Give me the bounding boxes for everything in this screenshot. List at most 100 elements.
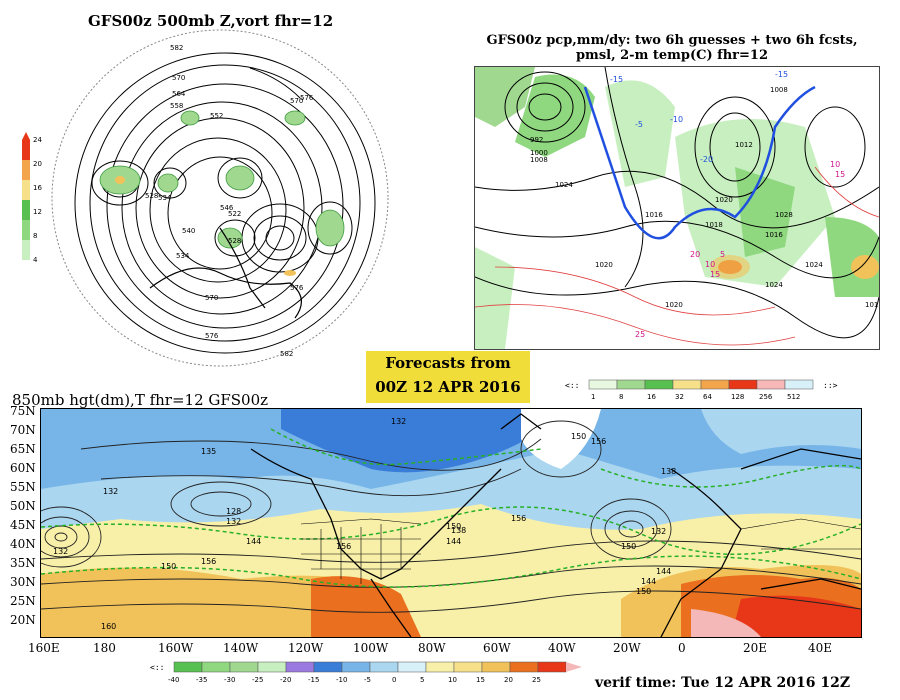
temp-label: -20	[700, 155, 713, 164]
contour-label: 540	[182, 227, 195, 235]
top-left-title: GFS00z 500mb Z,vort fhr=12	[88, 12, 334, 30]
contour-label: 570	[290, 97, 303, 105]
pressure-label: 1020	[595, 261, 613, 269]
vort-scale-svg: 24 20 16 12 8 4	[22, 132, 42, 264]
pressure-label: 992	[530, 136, 543, 144]
vort-scale-labels: 24 20 16 12 8 4	[33, 136, 42, 264]
contour-label: 528	[228, 237, 241, 245]
vort-scale-label: 12	[33, 208, 42, 216]
hgt850-label: 132	[651, 527, 666, 536]
latitude-label: 75N	[10, 404, 36, 418]
precip-pmsl-map: 1024 1016 1020 1012 1008 1000 992 1024 1020 1016 1…	[474, 66, 880, 350]
band-hottest-east	[731, 595, 861, 637]
longitude-label: 80W	[418, 641, 446, 655]
hgt850-label: 132	[391, 417, 406, 426]
temp-label: 5	[720, 250, 725, 259]
latitude-label: 65N	[10, 442, 36, 456]
temp-label: 25	[635, 330, 645, 339]
vort-scale-swatch	[22, 160, 30, 180]
precip-areas	[475, 67, 879, 349]
pressure-label: 1020	[715, 196, 733, 204]
temp-swatch	[313, 661, 343, 673]
temp-scale-cap	[566, 662, 582, 672]
temp-scale: <:: -40 -35 -30 -25 -20 -15 -10 -5 0 5 10 15 20 25	[150, 660, 590, 688]
temp-swatch	[369, 661, 399, 673]
band-neutral	[521, 409, 601, 469]
forecast-init-box: Forecasts from 00Z 12 APR 2016	[366, 351, 530, 403]
temp-swatch	[425, 661, 455, 673]
temp-swatch	[173, 661, 203, 673]
political-borders	[300, 518, 861, 584]
latitude-label: 25N	[10, 594, 36, 608]
bottom-contour-labels: 1321351321281321441501561601561501441381…	[53, 417, 676, 631]
temp-scale-label: 20	[504, 676, 513, 684]
band-hot-west	[311, 576, 421, 637]
precip-swatch	[756, 379, 786, 390]
vort-scale-swatch	[22, 220, 30, 240]
temp-swatch	[201, 661, 231, 673]
hgt850-label: 144	[446, 537, 461, 546]
top-right-title-line2: pmsl, 2-m temp(C) fhr=12	[575, 48, 769, 63]
temp-scale-label: 25	[532, 676, 541, 684]
temp-swatch	[341, 661, 371, 673]
precip-swatch	[588, 379, 618, 390]
longitude-label: 20E	[743, 641, 768, 655]
precip-map-svg: 1024101610201012100810009921024102010161…	[475, 67, 879, 349]
latitude-label: 35N	[10, 556, 36, 570]
band-cool-east	[701, 409, 861, 454]
top-right-map-labels: 1024101610201012100810009921024102010161…	[530, 70, 879, 339]
temp-swatch	[481, 661, 511, 673]
vorticity-peaks	[115, 176, 296, 276]
temp-swatch	[509, 661, 539, 673]
band-pink-east	[691, 609, 761, 637]
pressure-label: 1000	[530, 149, 548, 157]
hgt850-label: 156	[336, 542, 351, 551]
hgt850-label: 156	[591, 437, 606, 446]
vort-scale-swatch	[22, 200, 30, 220]
latitude-label: 30N	[10, 575, 36, 589]
pressure-label: 1016	[645, 211, 663, 219]
hgt850-label: 144	[656, 567, 671, 576]
longitude-label: 160W	[158, 641, 194, 655]
contour-label: 552	[210, 112, 223, 120]
precip-swatch	[616, 379, 646, 390]
latitude-label: 50N	[10, 499, 36, 513]
hgt850-label: 144	[641, 577, 656, 586]
vort-scale-swatch	[22, 140, 30, 160]
precip-scale-label: 128	[731, 393, 744, 401]
temp-scale-label: 0	[392, 676, 396, 684]
freezing-line	[583, 85, 816, 240]
temp-label: -15	[775, 70, 788, 79]
latitude-label: 70N	[10, 423, 36, 437]
precip-swatch	[700, 379, 730, 390]
vort-scale-label: 4	[33, 256, 38, 264]
pressure-label: 1020	[665, 301, 683, 309]
temp-swatch	[453, 661, 483, 673]
temp-label: -10	[670, 115, 683, 124]
contour-label: 546	[220, 204, 234, 212]
contour-label: 576	[290, 284, 304, 292]
contour-label: 522	[228, 210, 241, 218]
temp-scale-label: 15	[476, 676, 485, 684]
longitude-label: 40E	[808, 641, 833, 655]
contour-label: 528	[145, 192, 158, 200]
vort-scale-swatch	[22, 180, 30, 200]
temp-swatch	[537, 661, 567, 673]
hgt850-label: 150	[571, 432, 586, 441]
precip-swatch	[644, 379, 674, 390]
contour-label: 534	[176, 252, 190, 260]
hgt850-label: 150	[636, 587, 651, 596]
longitude-label: 140W	[223, 641, 259, 655]
precip-scale-label: 1	[591, 393, 595, 401]
precip-scale-label: 512	[787, 393, 800, 401]
longitude-label: 180	[93, 641, 116, 655]
temp-scale-label: -20	[280, 676, 291, 684]
contour-label: 576	[205, 332, 219, 340]
temp-scale-label: -40	[168, 676, 179, 684]
temp-label: 20	[690, 250, 700, 259]
temp-swatch	[257, 661, 287, 673]
temp-label: -5	[635, 120, 643, 129]
vort-scale-label: 8	[33, 232, 37, 240]
temp-scale-svg: <:: -40 -35 -30 -25 -20 -15 -10 -5 0 5 10 15 20 25	[150, 661, 582, 684]
vort-scale-label: 16	[33, 184, 42, 192]
